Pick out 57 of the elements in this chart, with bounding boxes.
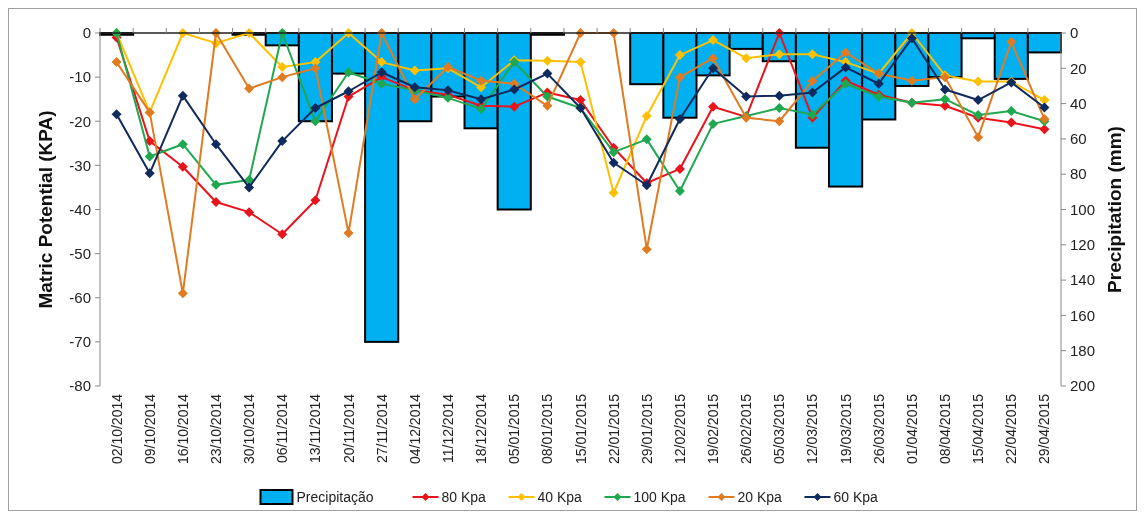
legend-label: 80 Kpa bbox=[441, 488, 487, 505]
x-tick-label: 05/01/2015 bbox=[506, 393, 523, 465]
x-tick-label: 29/04/2015 bbox=[1036, 393, 1053, 465]
y2-tick-label: 200 bbox=[1070, 377, 1096, 395]
y-tick-label: 0 bbox=[82, 24, 91, 42]
x-tick-label: 09/10/2014 bbox=[141, 393, 158, 465]
y-tick-label: -80 bbox=[69, 377, 91, 395]
x-tick-label: 01/04/2015 bbox=[903, 393, 920, 465]
x-tick-label: 16/10/2014 bbox=[174, 393, 191, 465]
y2-tick-label: 60 bbox=[1070, 130, 1087, 148]
y2-tick-label: 140 bbox=[1070, 271, 1096, 289]
y2-tick-label: 20 bbox=[1070, 59, 1087, 77]
x-tick-label: 08/04/2015 bbox=[937, 393, 954, 465]
x-tick-label: 13/11/2014 bbox=[307, 393, 324, 464]
y2-tick-label: 80 bbox=[1070, 165, 1087, 183]
x-tick-label: 23/10/2014 bbox=[207, 393, 224, 465]
y2-tick-label: 180 bbox=[1070, 341, 1096, 359]
x-tick-label: 19/03/2015 bbox=[837, 393, 854, 465]
y-axis-title: Matric Potential (KPA) bbox=[35, 110, 56, 309]
x-tick-label: 30/10/2014 bbox=[241, 393, 258, 465]
x-tick-label: 22/04/2015 bbox=[1003, 393, 1020, 465]
x-tick-label: 26/03/2015 bbox=[870, 393, 887, 465]
legend-label: Precipitação bbox=[296, 488, 374, 505]
x-tick-label: 12/03/2015 bbox=[804, 393, 821, 465]
y-tick-label: -30 bbox=[69, 156, 91, 174]
x-tick-label: 26/02/2015 bbox=[738, 393, 755, 465]
x-tick-label: 12/02/2015 bbox=[671, 393, 688, 465]
y2-tick-label: 120 bbox=[1070, 236, 1096, 254]
legend-label: 100 Kpa bbox=[633, 488, 686, 505]
legend-label: 40 Kpa bbox=[537, 488, 583, 505]
x-tick-label: 06/11/2014 bbox=[274, 393, 291, 464]
y-tick-label: -20 bbox=[69, 112, 91, 130]
y2-tick-label: 160 bbox=[1070, 306, 1096, 324]
x-tick-label: 11/12/2014 bbox=[439, 393, 456, 464]
x-tick-label: 27/11/2014 bbox=[373, 393, 390, 464]
x-tick-label: 19/02/2015 bbox=[705, 393, 722, 465]
x-tick-label: 08/01/2015 bbox=[539, 393, 556, 465]
y-tick-label: -60 bbox=[69, 289, 91, 306]
y2-tick-label: 100 bbox=[1070, 200, 1096, 218]
x-tick-label: 15/01/2015 bbox=[572, 393, 589, 465]
x-tick-label: 18/12/2014 bbox=[473, 393, 490, 465]
y2-axis-title: Precipitation (mm) bbox=[1104, 126, 1125, 293]
y-tick-label: -70 bbox=[69, 333, 91, 351]
y2-tick-label: 40 bbox=[1070, 94, 1087, 112]
x-tick-label: 20/11/2014 bbox=[340, 393, 357, 464]
x-tick-label: 29/01/2015 bbox=[638, 393, 655, 465]
y-tick-label: -50 bbox=[69, 244, 91, 262]
x-tick-label: 04/12/2014 bbox=[406, 393, 423, 465]
legend-label: 20 Kpa bbox=[737, 488, 783, 505]
legend-label: 60 Kpa bbox=[833, 488, 879, 505]
x-tick-label: 15/04/2015 bbox=[970, 393, 987, 465]
y-tick-label: -40 bbox=[69, 200, 91, 218]
y2-tick-label: 0 bbox=[1070, 24, 1079, 42]
y-tick-label: -10 bbox=[69, 68, 91, 86]
x-tick-label: 05/03/2015 bbox=[771, 393, 788, 465]
x-tick-label: 02/10/2014 bbox=[108, 393, 125, 465]
x-tick-label: 22/01/2015 bbox=[605, 393, 622, 465]
